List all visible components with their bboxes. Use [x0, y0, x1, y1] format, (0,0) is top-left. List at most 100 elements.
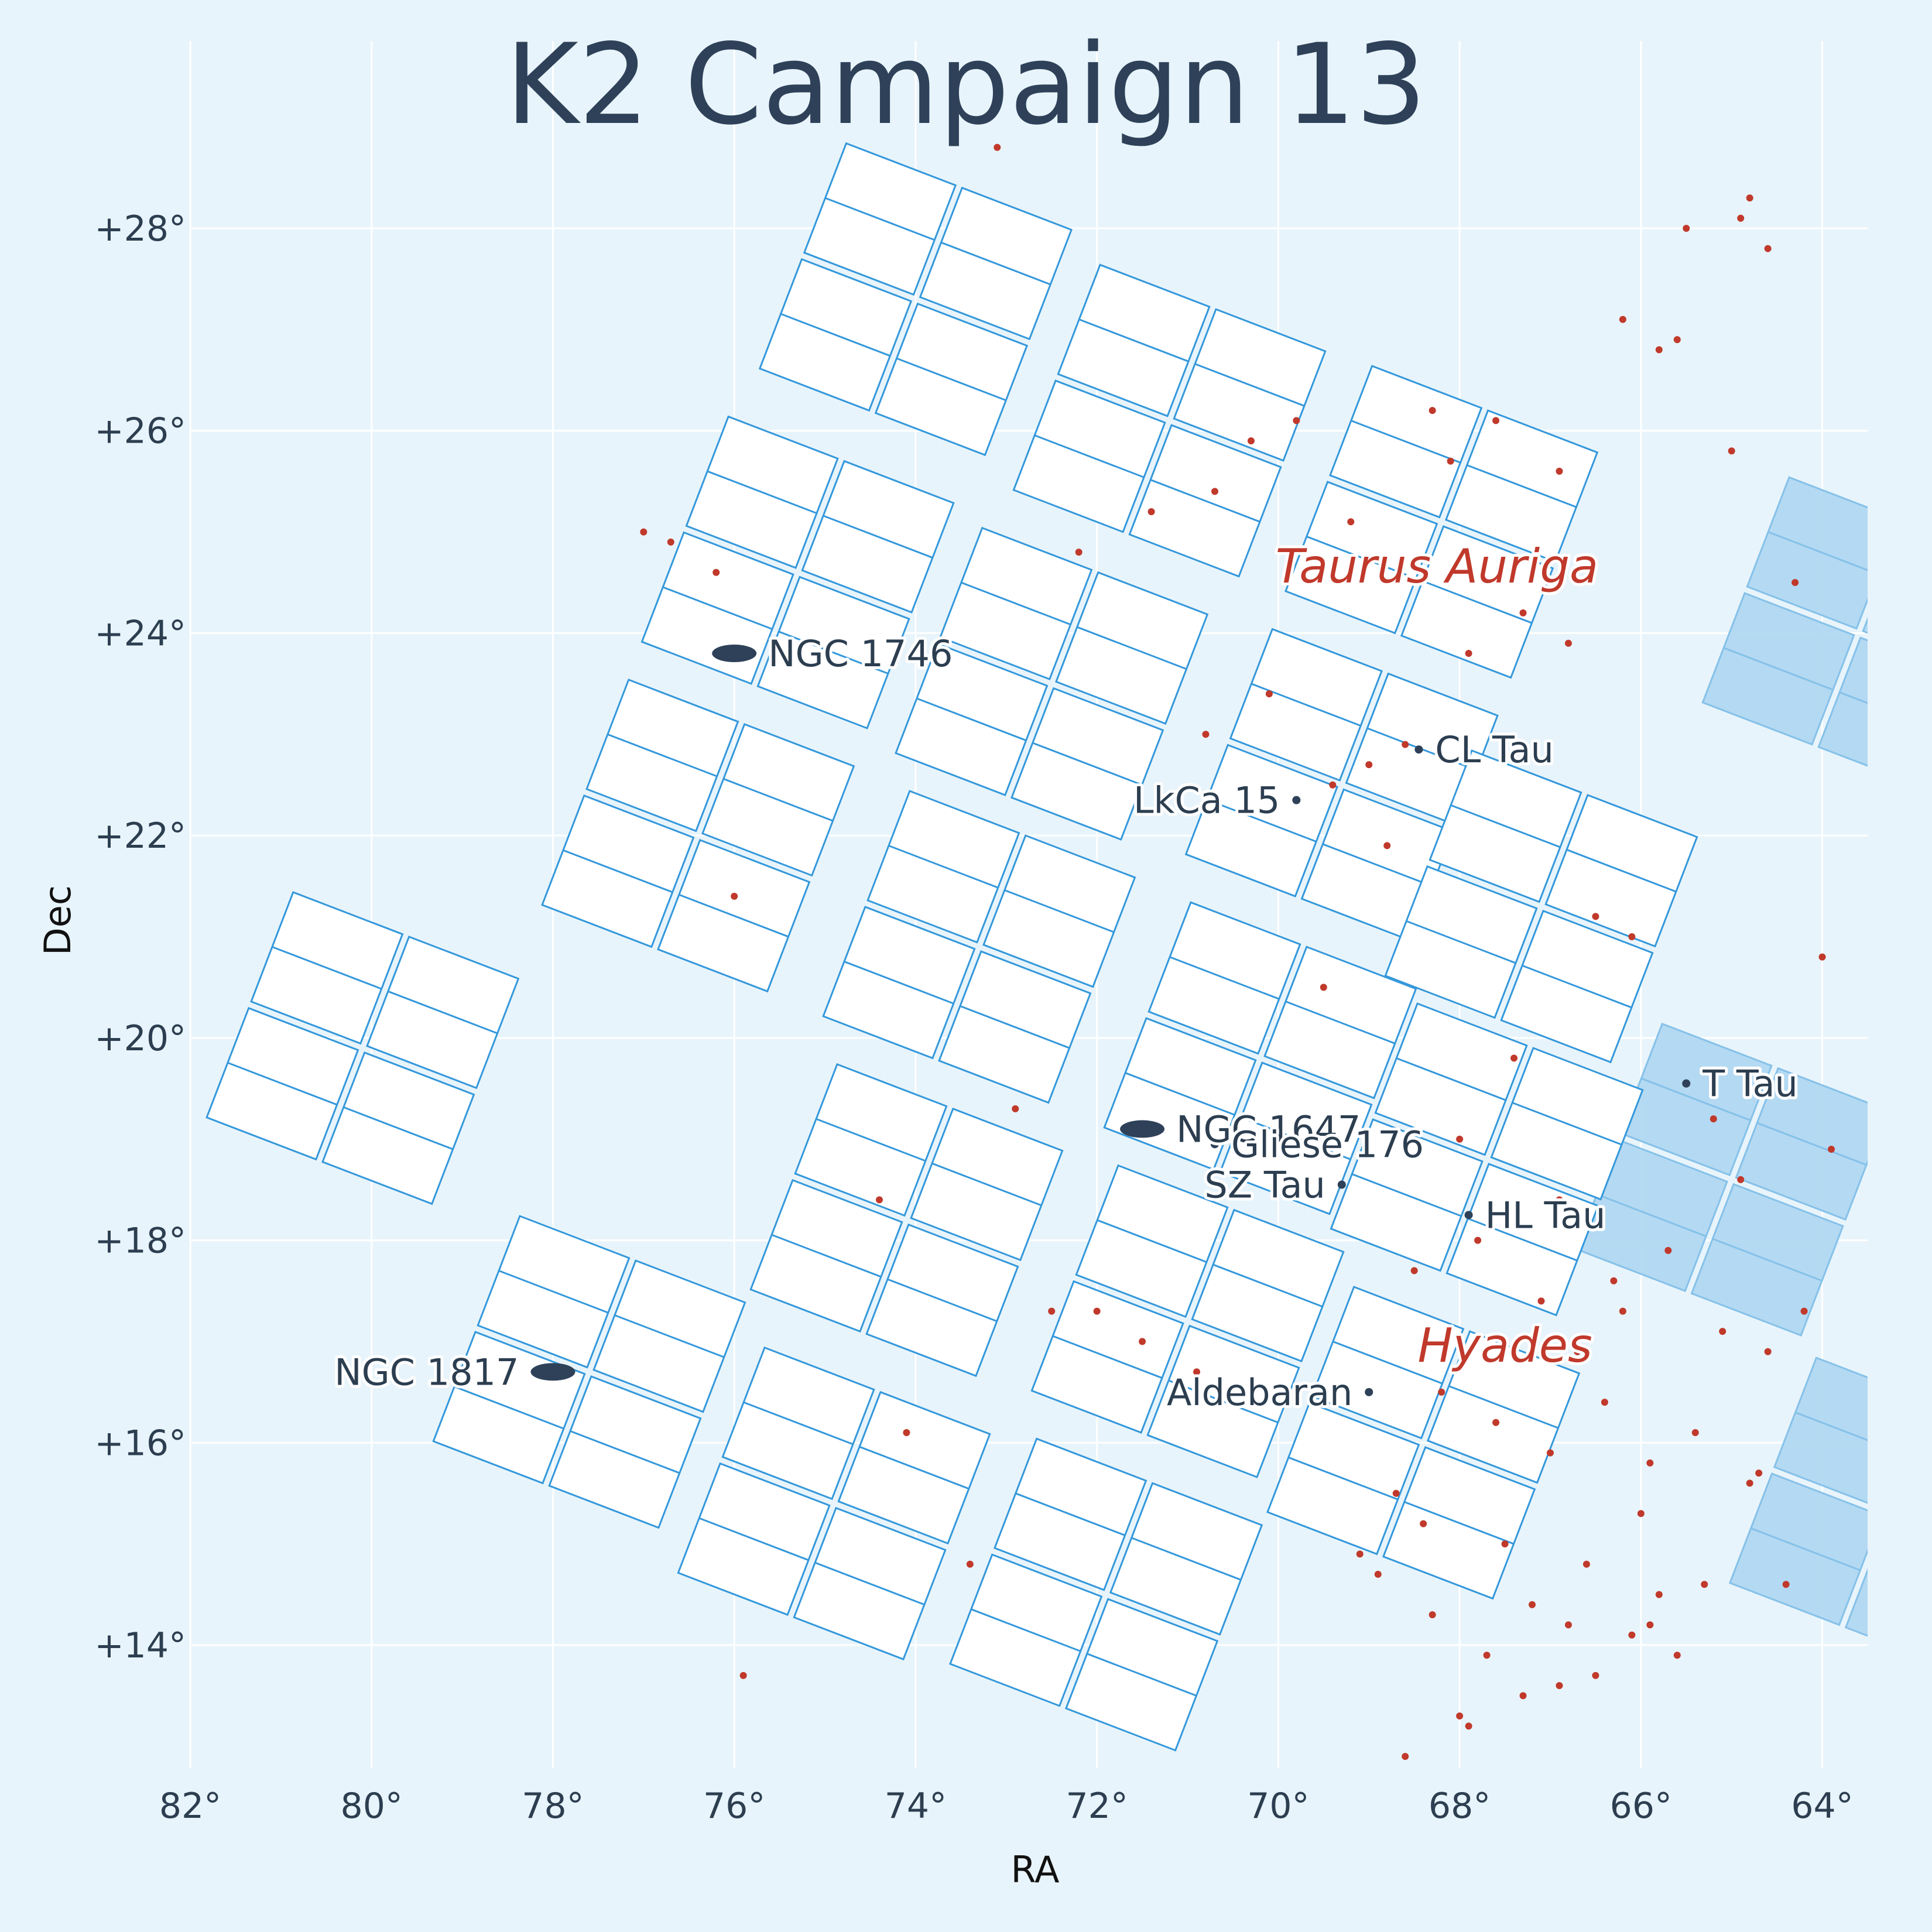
ccd-divider — [1756, 1122, 1867, 1166]
member-star-point — [1755, 1469, 1763, 1477]
member-star-point — [1501, 1540, 1509, 1548]
y-tick-label: +18° — [94, 1221, 186, 1262]
ccd-chip — [1844, 1568, 1868, 1637]
member-star-point — [1537, 1297, 1545, 1305]
ccd-module — [1330, 1002, 1644, 1317]
member-star-point — [1637, 1510, 1645, 1517]
member-star-point — [903, 1429, 910, 1436]
ccd-module — [677, 1346, 991, 1661]
y-axis-label: Dec — [36, 885, 79, 955]
ccd-divider — [1767, 531, 1868, 571]
ccd-divider — [1422, 580, 1533, 624]
member-star-point — [1202, 731, 1210, 738]
ccd-divider — [859, 1445, 970, 1490]
ccd-divider — [1052, 1335, 1163, 1379]
member-star-point — [1456, 1135, 1464, 1143]
ccd-divider — [723, 777, 834, 822]
member-star-point — [1075, 549, 1083, 556]
ccd-divider — [888, 845, 999, 889]
ccd-divider — [1467, 1217, 1578, 1262]
member-star-point — [1764, 245, 1772, 252]
member-star-point — [1347, 518, 1355, 526]
ccd-chip — [1735, 1067, 1868, 1221]
y-tick-label: +24° — [94, 613, 186, 654]
ccd-divider — [1396, 1057, 1506, 1101]
x-tick-label: 80° — [341, 1786, 403, 1827]
chart-title: K2 Campaign 13 — [505, 20, 1426, 149]
x-tick-label: 82° — [159, 1786, 221, 1827]
x-tick-labels: 82° 80° 78° 76° 74° 72° 70° 68° 66° 64° — [159, 1786, 1854, 1827]
ccd-divider — [1795, 1412, 1868, 1441]
object-label: SZ Tau — [1204, 1164, 1325, 1207]
ccd-divider — [940, 241, 1051, 286]
ccd-divider — [1839, 691, 1868, 704]
ccd-divider — [498, 1270, 609, 1314]
ccd-divider — [1125, 1072, 1235, 1116]
member-star-point — [1628, 1631, 1636, 1639]
ccd-module — [205, 891, 520, 1205]
ccd-divider — [961, 581, 1071, 626]
ccd-divider — [388, 990, 498, 1034]
ccd-chip — [1728, 1472, 1868, 1626]
object-label: Gliese 176 — [1231, 1123, 1424, 1166]
ccd-divider — [1150, 479, 1260, 523]
object-label: CL Tau — [1435, 728, 1553, 771]
member-star-point — [1438, 1388, 1445, 1396]
member-star-point — [1582, 1560, 1590, 1568]
ccd-divider — [1288, 1457, 1399, 1501]
object-marker — [1365, 1388, 1373, 1396]
member-star-point — [1392, 1489, 1400, 1497]
member-star-point — [712, 568, 720, 576]
ccd-divider — [931, 1162, 1042, 1207]
member-star-point — [1492, 1419, 1500, 1426]
member-star-point — [731, 892, 738, 900]
member-star-point — [1673, 1652, 1681, 1659]
ccd-divider — [1097, 1219, 1207, 1263]
ccd-divider — [1032, 742, 1143, 786]
ccd-module — [749, 1063, 1064, 1378]
member-star-point — [1429, 1611, 1436, 1619]
member-star-point — [1483, 1652, 1491, 1659]
member-star-point — [1293, 417, 1300, 424]
y-tick-label: +14° — [94, 1625, 186, 1666]
ccd-divider — [454, 1386, 564, 1430]
ccd-divider — [887, 1278, 998, 1323]
member-star-point — [1564, 1621, 1572, 1629]
member-star-point — [1093, 1307, 1101, 1315]
ccd-divider — [971, 1608, 1081, 1652]
ccd-divider — [1241, 1116, 1351, 1160]
member-star-point — [1728, 447, 1735, 455]
ccd-divider — [272, 946, 382, 990]
member-star-point — [1601, 1399, 1608, 1406]
ccd-divider — [1522, 964, 1632, 1009]
ccd-divider — [1404, 1501, 1515, 1545]
ccd-divider — [743, 1401, 854, 1445]
ccd-divider — [1332, 1341, 1443, 1385]
neighbor-campaign-fields — [1574, 476, 1868, 1637]
member-star-point — [1402, 741, 1409, 748]
y-tick-labels: +14° +16° +18° +20° +22° +24° +26° +28° — [94, 208, 186, 1666]
x-tick-label: 64° — [1791, 1786, 1853, 1827]
object-marker — [1414, 745, 1423, 754]
ccd-divider — [1351, 420, 1461, 464]
ccd-module — [1284, 365, 1599, 679]
member-star-point — [1410, 1267, 1418, 1275]
ccd-chip — [1817, 636, 1868, 767]
member-star-point — [1791, 579, 1799, 586]
member-star-point — [1320, 984, 1327, 991]
object-marker — [1682, 1079, 1691, 1088]
member-star-point — [1456, 1712, 1464, 1719]
member-star-point — [1746, 194, 1753, 202]
member-star-point — [1710, 1115, 1717, 1123]
cluster-marker — [712, 645, 757, 662]
ccd-divider — [1206, 799, 1317, 842]
member-star-point — [1374, 1571, 1382, 1578]
member-star-point — [1691, 1429, 1699, 1436]
member-star-point — [1265, 690, 1273, 698]
member-star-point — [1628, 933, 1636, 940]
ccd-divider — [1078, 318, 1189, 362]
x-tick-label: 74° — [885, 1786, 947, 1827]
x-axis-label: RA — [1011, 1848, 1060, 1891]
member-star-point — [1247, 437, 1255, 444]
object-label: NGC 1746 — [768, 632, 953, 675]
